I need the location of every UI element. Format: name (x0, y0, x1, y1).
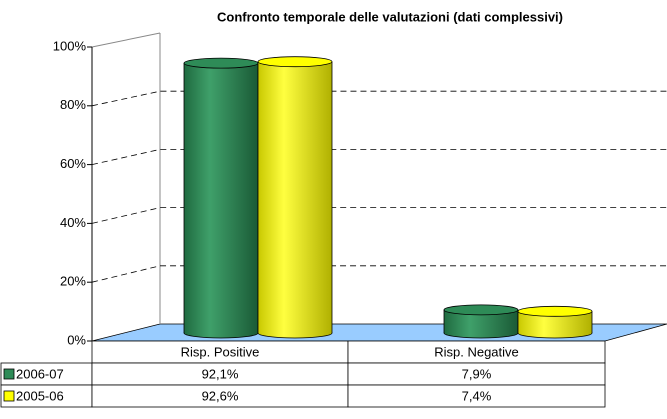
bar-body (184, 63, 258, 333)
y-tick-label: 60% (60, 156, 86, 171)
legend-swatch (3, 390, 15, 402)
bar-body (258, 61, 332, 333)
wall-top-edge (91, 32, 161, 48)
grid-line (91, 207, 667, 224)
bar-top (517, 305, 593, 317)
grid-line (91, 90, 667, 107)
legend-swatch (3, 368, 15, 380)
bar-body (518, 311, 592, 333)
bar (183, 57, 259, 339)
table-cell (347, 384, 606, 408)
bar (517, 305, 593, 339)
table-value: 7,9% (462, 366, 492, 381)
bar-top (443, 304, 519, 316)
table-value: 92,6% (202, 388, 239, 403)
y-tick-label: 20% (60, 274, 86, 289)
grid-line (91, 148, 667, 165)
table-header: Risp. Positive (181, 344, 260, 359)
bar (443, 304, 519, 339)
y-tick-label: 100% (53, 38, 87, 53)
legend-label: 2006-07 (16, 366, 64, 381)
y-tick-label: 40% (60, 215, 86, 230)
legend-label: 2005-06 (16, 388, 64, 403)
bar (257, 56, 333, 339)
bar-body (444, 309, 518, 333)
y-tick-label: 80% (60, 97, 86, 112)
y-tick-label: 0% (67, 332, 86, 347)
table-value: 7,4% (462, 388, 492, 403)
bar-top (257, 56, 333, 68)
grid-line (91, 265, 667, 283)
table-value: 92,1% (202, 366, 239, 381)
chart-title: Confronto temporale delle valutazioni (d… (217, 9, 563, 24)
bar-top (183, 57, 259, 69)
table-header: Risp. Negative (434, 344, 519, 359)
